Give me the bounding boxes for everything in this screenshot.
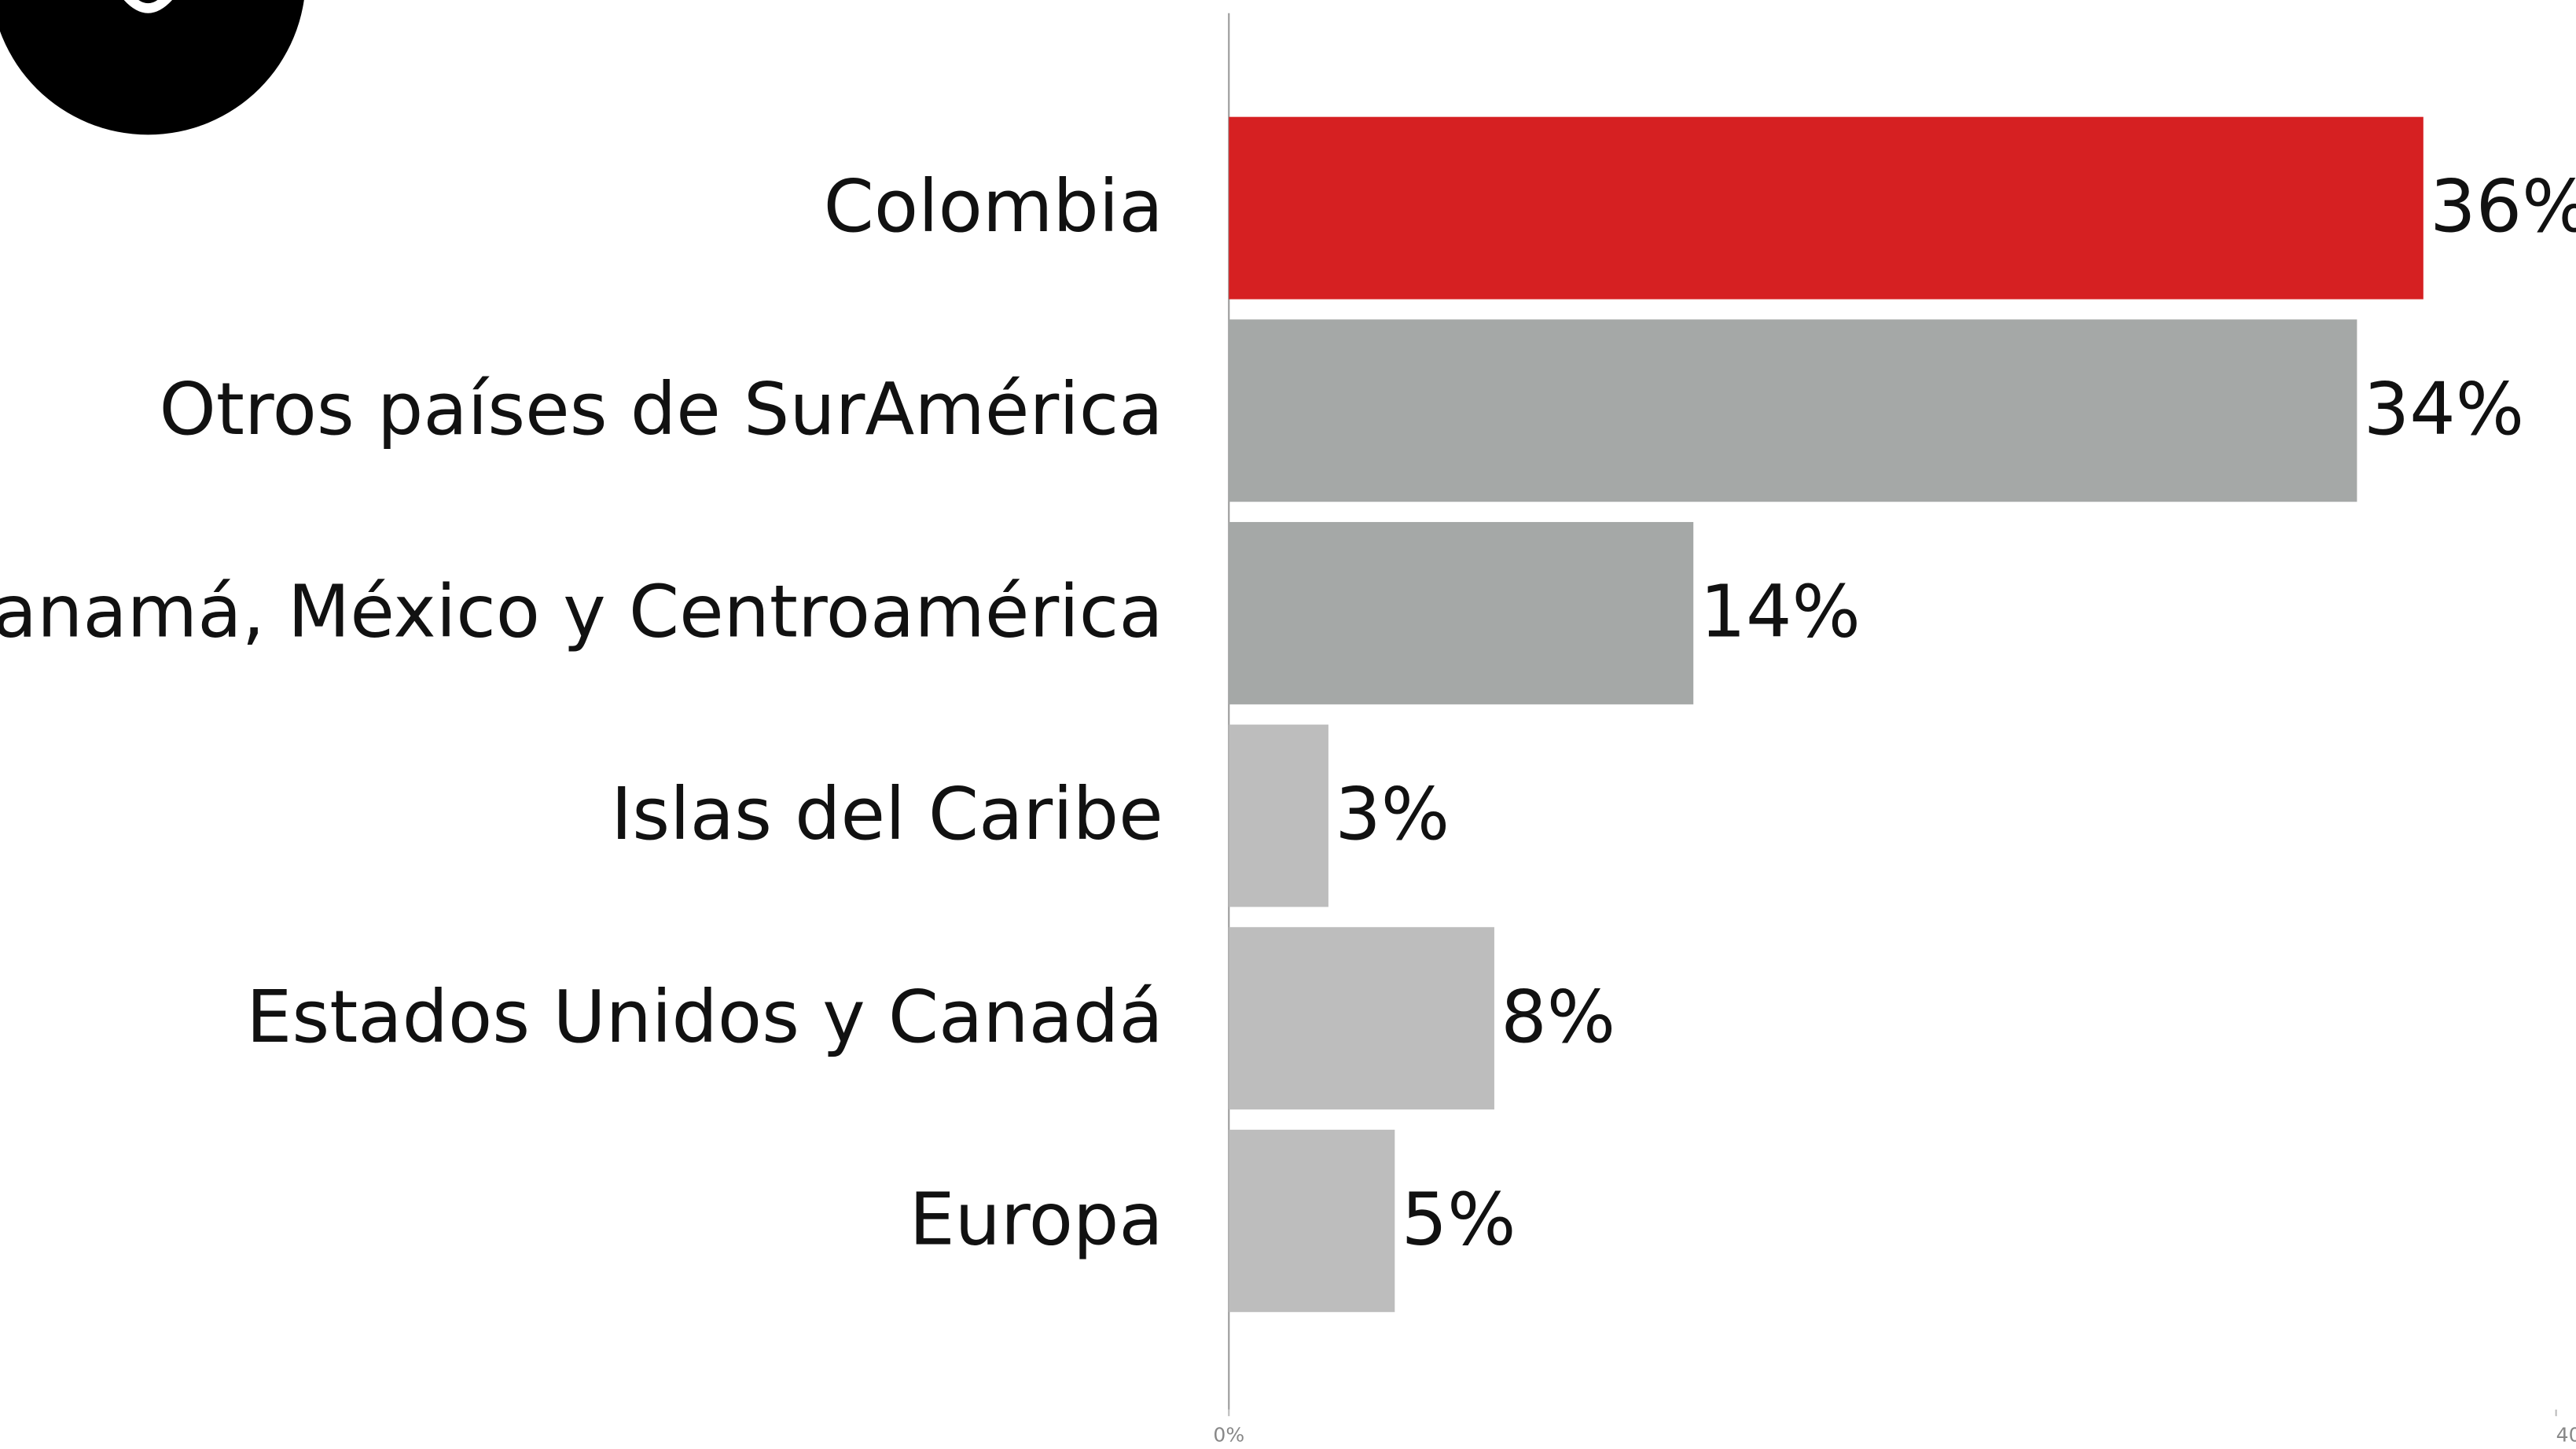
value-label: 8% bbox=[1501, 975, 1615, 1059]
x-tick-label: 40% bbox=[2556, 1423, 2576, 1446]
category-label: Colombia bbox=[824, 164, 1163, 248]
value-label: 34% bbox=[2364, 367, 2524, 451]
badge-circle bbox=[0, 0, 304, 135]
value-label: 14% bbox=[1700, 570, 1861, 654]
value-label: 36% bbox=[2430, 164, 2576, 248]
bar bbox=[1229, 1129, 1395, 1312]
bar bbox=[1229, 319, 2357, 502]
value-label: 5% bbox=[1402, 1177, 1516, 1261]
bar bbox=[1229, 116, 2423, 300]
category-label: Otros países de SurAmérica bbox=[159, 367, 1163, 451]
bar bbox=[1229, 927, 1494, 1110]
category-label: Estados Unidos y Canadá bbox=[246, 975, 1163, 1059]
category-label: Islas del Caribe bbox=[611, 772, 1163, 856]
x-tick-label: 0% bbox=[1213, 1423, 1244, 1446]
value-label: 3% bbox=[1335, 772, 1450, 856]
badge-glyph bbox=[123, 0, 173, 13]
bar bbox=[1229, 521, 1694, 704]
category-label: Europa bbox=[910, 1177, 1163, 1261]
badge bbox=[0, 0, 304, 135]
bar bbox=[1229, 724, 1328, 907]
category-label: Panamá, México y Centroamérica bbox=[0, 570, 1163, 654]
